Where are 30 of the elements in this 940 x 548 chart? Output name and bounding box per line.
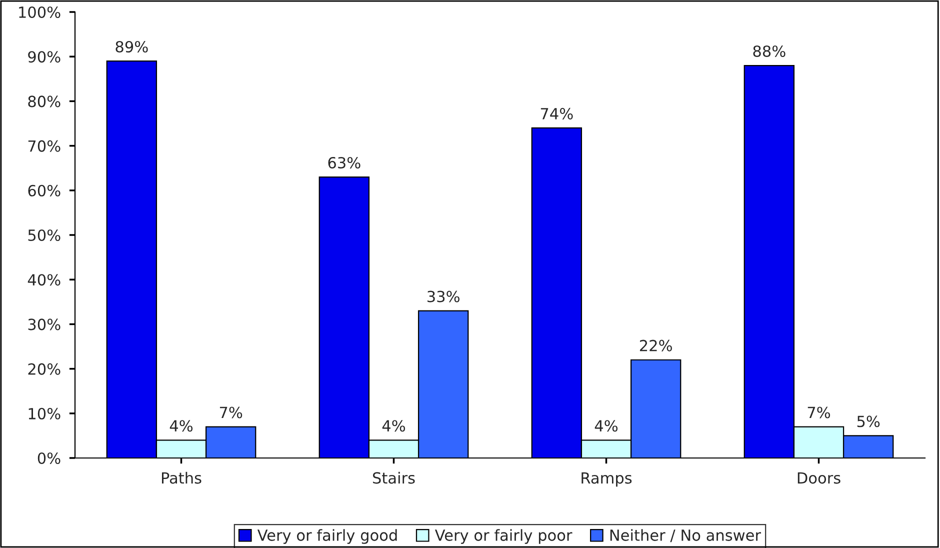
y-tick-label: 0% xyxy=(38,452,60,464)
legend-label: Neither / No answer xyxy=(610,529,762,542)
y-tick-label: 30% xyxy=(28,318,60,330)
text: 4% xyxy=(382,420,406,432)
y-tick-label: 10% xyxy=(28,408,60,420)
x-tick-label: Paths xyxy=(162,472,202,484)
text: 88% xyxy=(753,45,786,58)
x-tick-label: Doors xyxy=(798,472,840,484)
x-tick-label: Ramps xyxy=(582,472,632,487)
y-tick-label: 80% xyxy=(28,96,60,108)
y-tick-label: 50% xyxy=(28,229,60,242)
y-tick-label: 20% xyxy=(28,363,60,375)
y-tick-label: 70% xyxy=(28,140,60,152)
legend-label: Very or fairly poor xyxy=(434,529,572,544)
text: 74% xyxy=(540,108,573,120)
text: 33% xyxy=(428,290,460,302)
y-tick-label: 40% xyxy=(28,274,60,286)
y-tick-label: 100% xyxy=(19,6,60,18)
y-tick-label: 60% xyxy=(28,184,60,196)
text: 22% xyxy=(640,340,672,352)
y-tick-label: 90% xyxy=(28,51,60,63)
text: 89% xyxy=(116,40,148,53)
legend-label: Very or fairly good xyxy=(257,529,397,544)
text: 4% xyxy=(170,420,193,432)
text: 4% xyxy=(594,420,618,432)
text: 63% xyxy=(328,156,360,169)
text: 7% xyxy=(808,406,830,418)
text: 5% xyxy=(857,416,880,428)
x-tick-label: Stairs xyxy=(372,472,415,484)
text: 7% xyxy=(220,406,242,418)
